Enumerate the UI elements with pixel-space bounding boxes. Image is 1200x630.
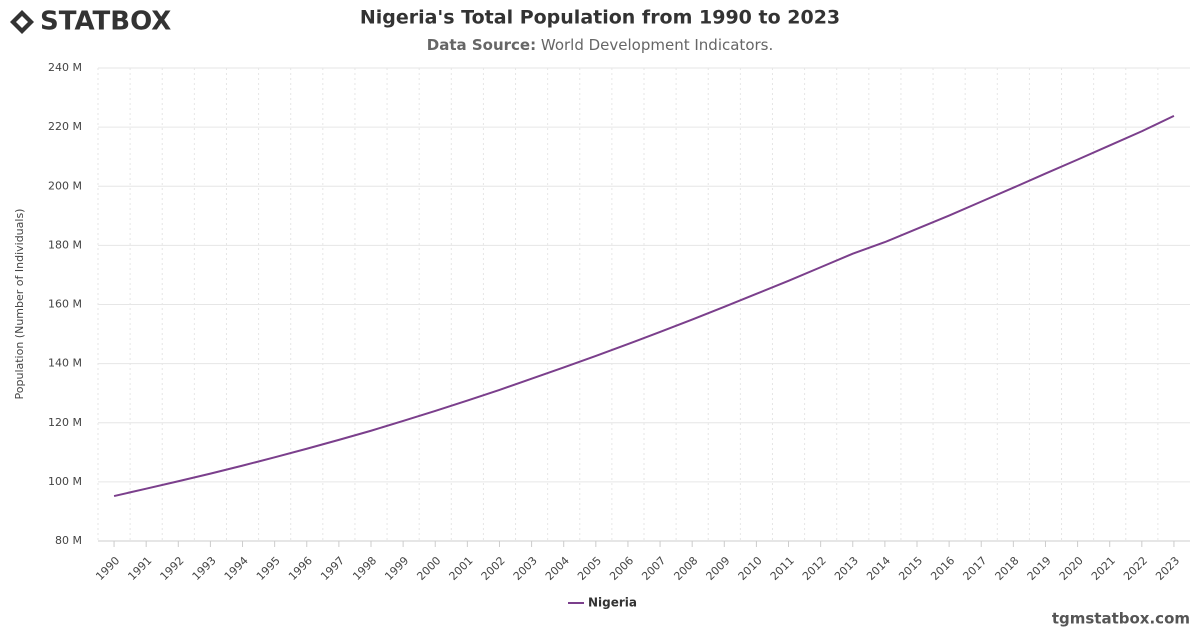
x-tick-label: 2013 bbox=[832, 554, 861, 583]
x-tick-label: 2010 bbox=[736, 554, 765, 583]
x-tick-label: 2008 bbox=[671, 554, 700, 583]
y-tick-label: 200 M bbox=[48, 179, 82, 192]
x-tick-label: 1996 bbox=[286, 554, 315, 583]
x-tick-label: 2004 bbox=[543, 554, 572, 583]
x-tick-label: 2000 bbox=[414, 554, 443, 583]
y-tick-label: 220 M bbox=[48, 120, 82, 133]
x-tick-label: 1991 bbox=[125, 554, 154, 583]
brand: STATBOX bbox=[40, 7, 171, 37]
y-axis-label: Population (Number of Individuals) bbox=[13, 209, 26, 400]
chart-title: Nigeria's Total Population from 1990 to … bbox=[360, 7, 840, 29]
subtitle-label: Data Source: bbox=[427, 36, 536, 54]
x-tick-label: 1990 bbox=[93, 554, 122, 583]
y-tick-label: 140 M bbox=[48, 357, 82, 370]
x-tick-label: 2016 bbox=[928, 554, 957, 583]
x-tick-label: 2014 bbox=[864, 554, 893, 583]
x-tick-label: 2011 bbox=[768, 554, 797, 583]
y-tick-label: 180 M bbox=[48, 238, 82, 251]
y-tick-label: 240 M bbox=[48, 61, 82, 74]
x-tick-label: 1993 bbox=[190, 554, 219, 583]
x-tick-label: 2001 bbox=[447, 554, 476, 583]
footer: tgmstatbox.com bbox=[1052, 610, 1190, 628]
x-tick-label: 1999 bbox=[382, 554, 411, 583]
x-tick-label: 1998 bbox=[350, 554, 379, 583]
subtitle: Data Source: World Development Indicator… bbox=[427, 36, 774, 54]
subtitle-text: World Development Indicators. bbox=[541, 36, 773, 54]
x-tick-label: 2005 bbox=[575, 554, 604, 583]
y-tick-label: 100 M bbox=[48, 475, 82, 488]
x-tick-label: 2019 bbox=[1025, 554, 1054, 583]
x-tick-label: 1995 bbox=[254, 554, 283, 583]
x-tick-label: 2018 bbox=[993, 554, 1022, 583]
x-tick-label: 2023 bbox=[1153, 554, 1182, 583]
x-tick-label: 1994 bbox=[222, 554, 251, 583]
x-tick-label: 2020 bbox=[1057, 554, 1086, 583]
y-tick-label: 120 M bbox=[48, 416, 82, 429]
x-tick-label: 2007 bbox=[639, 554, 668, 583]
x-tick-label: 2022 bbox=[1121, 554, 1150, 583]
x-tick-label: 2021 bbox=[1089, 554, 1118, 583]
x-tick-label: 2015 bbox=[896, 554, 925, 583]
x-tick-label: 2012 bbox=[800, 554, 829, 583]
logo-icon-inner bbox=[16, 16, 28, 28]
x-tick-label: 2009 bbox=[704, 554, 733, 583]
y-tick-label: 80 M bbox=[55, 534, 82, 547]
x-tick-label: 2003 bbox=[511, 554, 540, 583]
x-tick-label: 2017 bbox=[960, 554, 989, 583]
x-tick-label: 1997 bbox=[318, 554, 347, 583]
logo: STATBOX bbox=[10, 7, 171, 37]
x-tick-label: 2002 bbox=[479, 554, 508, 583]
x-tick-label: 1992 bbox=[158, 554, 187, 583]
legend-label: Nigeria bbox=[588, 596, 637, 610]
x-tick-label: 2006 bbox=[607, 554, 636, 583]
line bbox=[113, 114, 1175, 498]
y-tick-label: 160 M bbox=[48, 298, 82, 311]
